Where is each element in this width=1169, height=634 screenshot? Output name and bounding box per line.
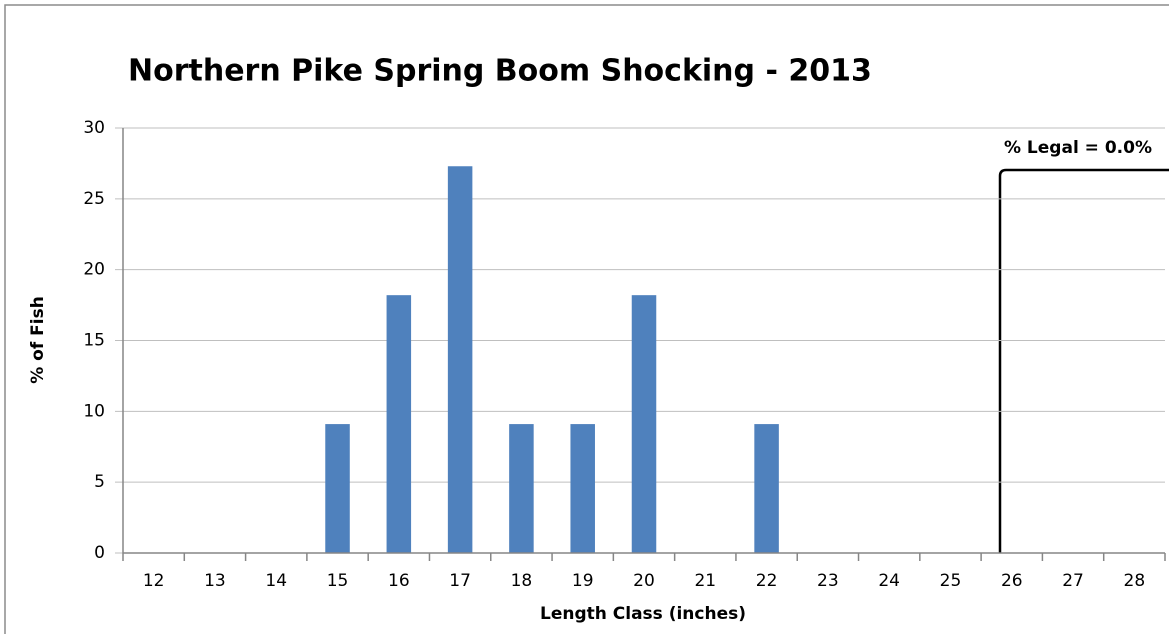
x-tick-label: 17 <box>449 571 471 591</box>
y-tick-label: 10 <box>83 401 105 421</box>
x-tick-label: 27 <box>1062 571 1084 591</box>
chart-title: Northern Pike Spring Boom Shocking - 201… <box>128 54 872 89</box>
x-tick-label: 20 <box>633 571 655 591</box>
y-tick-label: 25 <box>83 189 105 209</box>
y-tick-label: 30 <box>83 118 105 138</box>
bar <box>447 166 473 553</box>
legal-bracket <box>998 168 1169 553</box>
x-tick-label: 26 <box>1001 571 1023 591</box>
bar <box>570 424 595 553</box>
x-tick-label: 15 <box>327 571 349 591</box>
x-tick-label: 23 <box>817 571 839 591</box>
x-tick-label: 13 <box>204 571 226 591</box>
bar <box>509 424 534 553</box>
annotation: % Legal = 0.0% <box>1004 138 1152 158</box>
y-tick-label: 5 <box>94 472 105 492</box>
x-axis-label: Length Class (inches) <box>540 604 746 624</box>
x-tick-label: 19 <box>572 571 594 591</box>
y-tick-label: 20 <box>83 260 105 280</box>
y-axis-label: % of Fish <box>28 296 48 384</box>
bar <box>386 295 412 553</box>
x-tick-label: 28 <box>1124 571 1146 591</box>
x-tick-label: 21 <box>694 571 716 591</box>
x-tick-label: 14 <box>265 571 287 591</box>
bar <box>325 424 350 553</box>
bar <box>754 424 779 553</box>
x-tick-label: 12 <box>143 571 165 591</box>
y-tick-label: 0 <box>94 543 105 563</box>
x-tick-label: 25 <box>940 571 962 591</box>
bar <box>631 295 657 553</box>
chart-frame <box>4 4 1169 634</box>
y-tick-label: 15 <box>83 331 105 351</box>
x-tick-label: 22 <box>756 571 778 591</box>
x-tick-label: 24 <box>878 571 900 591</box>
x-tick-label: 16 <box>388 571 410 591</box>
x-tick-label: 18 <box>511 571 533 591</box>
